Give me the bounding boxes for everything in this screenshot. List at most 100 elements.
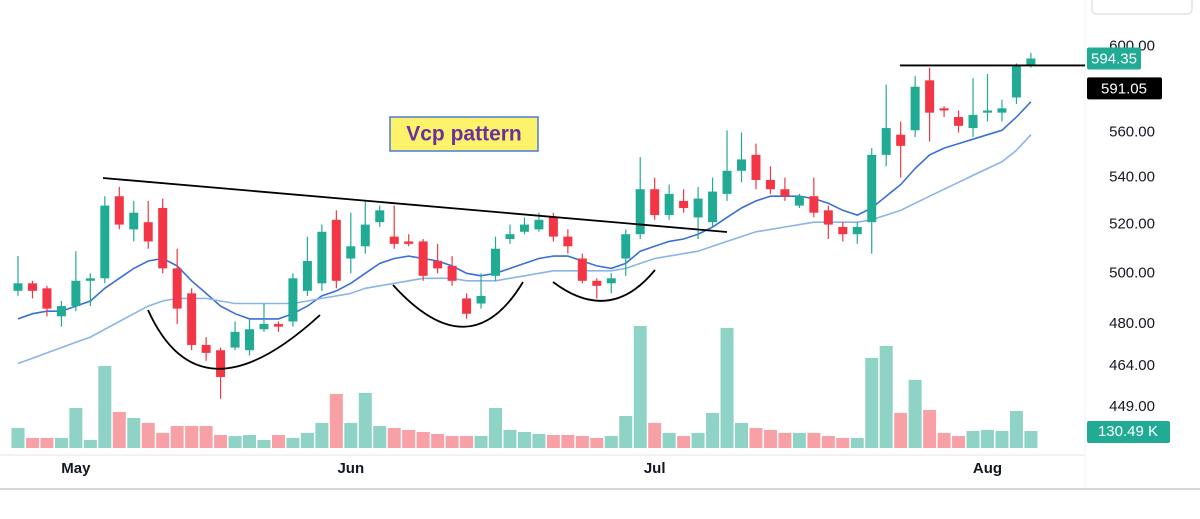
volume-bar	[952, 436, 966, 448]
volume-bar	[156, 432, 170, 448]
candle-body	[925, 80, 935, 113]
volume-bar	[402, 429, 416, 448]
level-price-box	[1087, 77, 1162, 100]
candle-body	[433, 260, 443, 269]
candle-body	[491, 248, 501, 276]
volume-bar	[431, 433, 445, 448]
volume-bar	[170, 426, 184, 448]
volume-bar	[127, 417, 141, 448]
volume-bar	[763, 429, 777, 448]
toolbar-button[interactable]	[1091, 0, 1193, 15]
volume-bar	[460, 436, 474, 448]
y-tick-label: 520.00	[1109, 216, 1155, 233]
y-tick-label: 480.00	[1109, 315, 1155, 332]
candle-body	[954, 117, 964, 126]
volume-bar	[691, 432, 705, 448]
candle-body	[404, 241, 414, 244]
candle-body	[476, 295, 486, 304]
candle-body	[462, 298, 472, 314]
price-axis: 600.00580.00560.00540.00520.00500.00480.…	[1087, 38, 1170, 444]
volume-bar	[923, 409, 937, 448]
volume-bar	[937, 432, 951, 448]
volume-value-label: 130.49 K	[1098, 423, 1158, 440]
candle-body	[751, 154, 761, 180]
volume-bar	[879, 345, 893, 448]
volume-bar	[11, 427, 25, 448]
volume-bar	[995, 430, 1009, 448]
volume-bar	[792, 432, 806, 448]
x-tick-label: May	[61, 460, 91, 477]
volume-bar	[315, 422, 329, 448]
candle-body	[867, 154, 877, 223]
candle-body	[519, 224, 529, 232]
volume-bar	[329, 393, 343, 448]
volume-bar	[373, 426, 387, 448]
annotation-background	[389, 116, 539, 152]
candle-body	[302, 260, 312, 291]
volume-bar	[1009, 410, 1023, 448]
volume-bar	[706, 412, 720, 448]
candle-body	[592, 280, 602, 286]
candle-body	[823, 210, 833, 225]
volume-bar	[720, 327, 734, 448]
volume-bar	[561, 435, 575, 448]
candle-body	[273, 324, 283, 327]
volume-bar	[677, 436, 691, 448]
volume-bar	[546, 435, 560, 448]
candle-body	[722, 170, 732, 194]
trend-line[interactable]	[102, 177, 728, 233]
candle-body	[621, 234, 631, 259]
candle-body	[534, 219, 544, 230]
candle-body	[664, 193, 674, 216]
annotation-text: Vcp pattern	[406, 123, 522, 146]
volume-bar	[199, 426, 213, 448]
candle-body	[852, 226, 862, 235]
y-tick-label: 449.00	[1109, 398, 1155, 415]
candle-body	[13, 283, 23, 291]
moving-average-line	[17, 134, 1032, 365]
volume-bar	[243, 435, 257, 448]
volume-bar	[474, 436, 488, 448]
candle-body	[780, 189, 790, 197]
volume-bar	[821, 436, 835, 448]
volume-bar	[633, 325, 647, 448]
volume-bar	[735, 422, 748, 448]
volume-bar	[344, 422, 358, 448]
candle-body	[42, 288, 52, 309]
volume-bar	[83, 439, 97, 448]
candle-body	[230, 331, 240, 348]
candle-body	[143, 222, 153, 242]
volume-bar	[257, 439, 271, 448]
volume-bar	[604, 436, 618, 448]
cup-arc[interactable]	[147, 309, 321, 370]
volume-bar	[575, 436, 589, 448]
volume-bar	[228, 436, 242, 448]
candle-body	[216, 350, 226, 377]
volume-bar	[214, 435, 228, 448]
candle-body	[100, 205, 110, 279]
volume-pane	[11, 325, 1038, 448]
candle-body	[650, 189, 660, 216]
candle-body	[693, 198, 703, 218]
volume-bar	[40, 437, 54, 448]
candle-body	[375, 210, 385, 223]
y-tick-label: 560.00	[1109, 123, 1155, 140]
candle-body	[346, 246, 356, 259]
cup-arc[interactable]	[552, 269, 656, 302]
volume-bar	[532, 433, 546, 448]
volume-bar	[749, 427, 763, 448]
volume-bar	[286, 437, 300, 448]
candles	[13, 52, 1036, 399]
volume-bar	[503, 429, 517, 448]
candle-body	[360, 224, 370, 247]
volume-bar	[807, 432, 821, 448]
candle-body	[158, 207, 168, 269]
candle-body	[838, 226, 848, 235]
candle-body	[910, 86, 920, 131]
volume-bar	[778, 432, 792, 448]
x-tick-label: Jun	[337, 460, 364, 477]
candle-body	[737, 159, 746, 171]
drawings	[102, 177, 728, 370]
cup-arc[interactable]	[392, 281, 524, 328]
